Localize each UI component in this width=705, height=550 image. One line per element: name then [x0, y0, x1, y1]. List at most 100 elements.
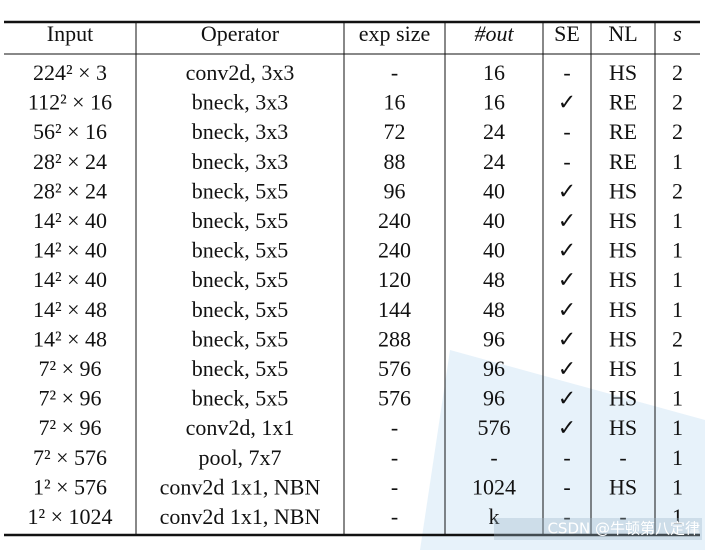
cell: ✓	[558, 356, 576, 381]
cell: bneck, 5x5	[192, 297, 289, 322]
header-cell: Input	[47, 21, 93, 46]
cell: -	[391, 504, 398, 529]
cell: -	[563, 474, 570, 499]
cell: conv2d 1x1, NBN	[160, 504, 321, 529]
cell: 88	[384, 149, 406, 174]
cell: HS	[609, 238, 637, 263]
cell: HS	[609, 178, 637, 203]
header-cell: SE	[554, 21, 580, 46]
cell: 14² × 48	[33, 297, 107, 322]
cell: 96	[384, 178, 406, 203]
cell: HS	[609, 415, 637, 440]
cell: 1² × 576	[33, 474, 107, 499]
cell: ✓	[558, 178, 576, 203]
cell: 112² × 16	[28, 90, 112, 115]
cell: 1	[672, 208, 683, 233]
cell: 24	[483, 149, 505, 174]
cell: 24	[483, 119, 505, 144]
cell: 120	[378, 267, 411, 292]
cell: HS	[609, 208, 637, 233]
cell: HS	[609, 297, 637, 322]
cell: conv2d, 1x1	[186, 415, 295, 440]
cell: 576	[478, 415, 511, 440]
cell: 28² × 24	[33, 178, 107, 203]
cell: HS	[609, 60, 637, 85]
cell: 28² × 24	[33, 149, 107, 174]
cell: 1	[672, 356, 683, 381]
cell: 1	[672, 267, 683, 292]
watermark: CSDN @牛顿第八定律	[547, 520, 700, 538]
cell: 48	[483, 267, 505, 292]
cell: bneck, 5x5	[192, 267, 289, 292]
cell: 14² × 40	[33, 267, 107, 292]
cell: -	[619, 504, 626, 529]
cell: 576	[378, 386, 411, 411]
cell: -	[563, 445, 570, 470]
cell: 48	[483, 297, 505, 322]
cell: ✓	[558, 386, 576, 411]
cell: 96	[483, 386, 505, 411]
cell: 1024	[472, 474, 516, 499]
cell: ✓	[558, 238, 576, 263]
cell: 72	[384, 119, 406, 144]
cell: ✓	[558, 297, 576, 322]
cell: 224² × 3	[33, 60, 107, 85]
cell: 1	[672, 238, 683, 263]
header-cell: #out	[474, 21, 514, 46]
cell: 96	[483, 326, 505, 351]
cell: ✓	[558, 326, 576, 351]
cell: bneck, 3x3	[192, 149, 289, 174]
cell: HS	[609, 474, 637, 499]
cell: bneck, 5x5	[192, 326, 289, 351]
cell: 16	[384, 90, 406, 115]
cell: conv2d, 3x3	[186, 60, 295, 85]
cell: 7² × 576	[33, 445, 107, 470]
cell: bneck, 5x5	[192, 178, 289, 203]
watermark-bg	[494, 518, 702, 540]
cell: bneck, 5x5	[192, 208, 289, 233]
cell: HS	[609, 267, 637, 292]
cell: 1	[672, 297, 683, 322]
cell: 1	[672, 445, 683, 470]
cell: RE	[609, 149, 637, 174]
cell: 14² × 48	[33, 326, 107, 351]
cell: bneck, 5x5	[192, 356, 289, 381]
cell: 14² × 40	[33, 238, 107, 263]
cell: 1² × 1024	[27, 504, 112, 529]
cell: -	[391, 445, 398, 470]
cell: 1	[672, 386, 683, 411]
cell: 240	[378, 208, 411, 233]
cell: ✓	[558, 267, 576, 292]
cell: 40	[483, 178, 505, 203]
decor-shape	[420, 350, 705, 550]
cell: -	[391, 415, 398, 440]
header-cell: s	[673, 21, 682, 46]
cell: 1	[672, 415, 683, 440]
cell: 7² × 96	[38, 386, 101, 411]
header-cell: exp size	[359, 21, 430, 46]
cell: bneck, 3x3	[192, 119, 289, 144]
cell: 7² × 96	[38, 356, 101, 381]
cell: 40	[483, 238, 505, 263]
cell: ✓	[558, 415, 576, 440]
cell: bneck, 3x3	[192, 90, 289, 115]
cell: -	[619, 445, 626, 470]
cell: 2	[672, 60, 683, 85]
cell: 240	[378, 238, 411, 263]
cell: -	[563, 119, 570, 144]
cell: -	[391, 60, 398, 85]
cell: 16	[483, 90, 505, 115]
cell: 96	[483, 356, 505, 381]
cell: 1	[672, 474, 683, 499]
cell: HS	[609, 356, 637, 381]
cell: 14² × 40	[33, 208, 107, 233]
cell: 576	[378, 356, 411, 381]
cell: -	[563, 60, 570, 85]
cell: RE	[609, 119, 637, 144]
header-cell: NL	[608, 21, 637, 46]
cell: 144	[378, 297, 411, 322]
cell: conv2d 1x1, NBN	[160, 474, 321, 499]
cell: RE	[609, 90, 637, 115]
cell: ✓	[558, 208, 576, 233]
cell: HS	[609, 386, 637, 411]
